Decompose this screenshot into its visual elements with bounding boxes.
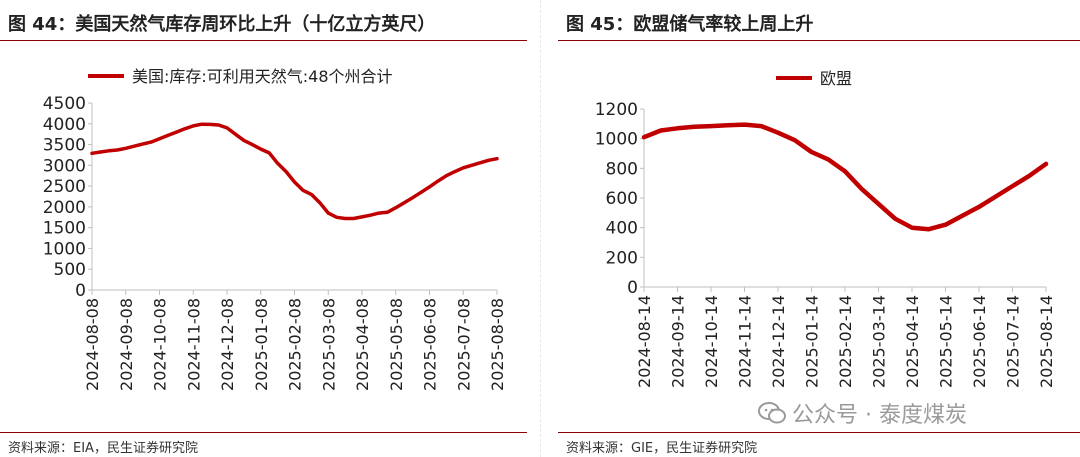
left-y-tick-label: 2000 [43, 198, 86, 218]
watermark: 公众号 · 泰度煤炭 [758, 397, 967, 429]
right-y-tick-label: 200 [606, 248, 638, 268]
right-source-rule [558, 432, 1080, 433]
left-x-tick-label: 2025-07-08 [454, 298, 473, 391]
right-x-tick-label: 2024-10-14 [702, 295, 721, 388]
left-y-tick-label: 4500 [43, 94, 86, 114]
right-x-tick-label: 2025-04-14 [903, 295, 922, 388]
left-x-tick-label: 2025-01-08 [252, 298, 271, 391]
right-y-tick-label: 1000 [595, 130, 638, 150]
left-x-tick-label: 2024-11-08 [184, 298, 203, 391]
right-chart-panel: 图 45：欧盟储气率较上周上升 欧盟 0 200 400 600 800 1000 1200 2… [558, 0, 1080, 457]
left-y-tick-label: 2500 [43, 177, 86, 197]
right-chart-title: 图 45：欧盟储气率较上周上升 [566, 14, 814, 35]
right-legend-label: 欧盟 [820, 69, 852, 88]
right-x-tick-label: 2025-02-14 [836, 295, 855, 388]
left-chart-title: 图 44：美国天然气库存周环比上升（十亿立方英尺） [8, 14, 436, 35]
left-x-tick-label: 2025-05-08 [387, 298, 406, 391]
left-y-tick-label: 1000 [43, 239, 86, 259]
left-x-tick-label: 2024-12-08 [218, 298, 237, 391]
left-y-tick-label: 3000 [43, 156, 86, 176]
left-x-tick-label: 2024-10-08 [151, 298, 170, 391]
left-y-tick-label: 1500 [43, 219, 86, 239]
right-source-note: 资料来源：GIE，民生证券研究院 [566, 441, 758, 456]
right-x-tick-label: 2025-03-14 [870, 295, 889, 388]
left-x-tick-label: 2024-09-08 [117, 298, 136, 391]
wechat-icon [758, 402, 786, 424]
left-chart-panel: 图 44：美国天然气库存周环比上升（十亿立方英尺） 美国:库存:可利用天然气:4… [0, 0, 527, 457]
left-x-tick-label: 2025-04-08 [353, 298, 372, 391]
left-legend-label: 美国:库存:可利用天然气:48个州合计 [132, 67, 393, 86]
right-x-tick-label: 2025-01-14 [803, 295, 822, 388]
left-line-chart: 美国:库存:可利用天然气:48个州合计050010001500200025003… [43, 67, 507, 391]
right-series-line [641, 122, 1049, 232]
left-x-tick-label: 2025-08-08 [488, 298, 507, 391]
right-title-rule [558, 40, 1080, 41]
left-y-tick-label: 4000 [43, 115, 86, 135]
right-line-chart: 欧盟 0 200 400 600 800 1000 1200 2024-08-14 2024-09… [595, 69, 1056, 388]
left-source-note: 资料来源：EIA，民生证券研究院 [8, 441, 198, 456]
left-x-tick-label: 2024-08-08 [83, 298, 102, 391]
right-y-tick-label: 1200 [595, 100, 638, 120]
right-x-tick-label: 2024-09-14 [669, 295, 688, 388]
right-x-tick-label: 2025-07-14 [1004, 295, 1023, 388]
left-x-tick-label: 2025-03-08 [319, 298, 338, 391]
left-series-line [90, 122, 499, 221]
left-x-tick-label: 2025-06-08 [421, 298, 440, 391]
left-source-rule [0, 432, 527, 433]
right-x-tick-label: 2025-05-14 [937, 295, 956, 388]
right-y-tick-label: 600 [606, 189, 638, 209]
left-y-tick-label: 500 [54, 260, 86, 280]
right-y-tick-label: 400 [606, 219, 638, 239]
left-title-rule [0, 40, 527, 41]
left-x-tick-label: 2025-02-08 [286, 298, 305, 391]
panel-divider [540, 0, 541, 457]
right-x-tick-label: 2025-06-14 [970, 295, 989, 388]
right-y-tick-label: 800 [606, 159, 638, 179]
right-y-tick-label: 0 [627, 278, 638, 298]
right-x-tick-label: 2025-08-14 [1037, 295, 1056, 388]
right-x-tick-label: 2024-08-14 [635, 295, 654, 388]
watermark-text: 公众号 · 泰度煤炭 [792, 403, 967, 428]
left-y-tick-label: 0 [75, 281, 86, 301]
right-x-tick-label: 2024-11-14 [736, 295, 755, 388]
right-x-tick-label: 2024-12-14 [769, 295, 788, 388]
left-y-tick-label: 3500 [43, 136, 86, 156]
